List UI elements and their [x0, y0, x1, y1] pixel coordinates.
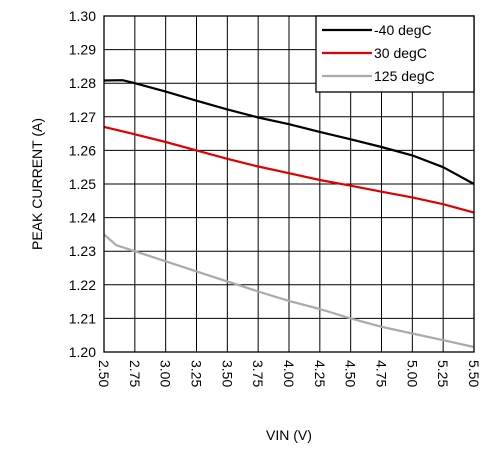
legend-label: -40 degC: [374, 22, 432, 38]
y-tick-label: 1.24: [69, 210, 96, 226]
x-tick-label: 3.50: [219, 360, 235, 387]
x-tick-label: 5.50: [466, 360, 482, 387]
y-tick-label: 1.26: [69, 142, 96, 158]
series-line-3: [103, 233, 475, 349]
y-tick-label: 1.20: [69, 344, 96, 360]
series-line-2: [103, 125, 475, 214]
y-tick-label: 1.30: [69, 8, 96, 24]
x-tick-label: 5.00: [404, 360, 420, 387]
y-axis-label: PEAK CURRENT (A): [29, 118, 45, 250]
legend-label: 30 degC: [374, 45, 427, 61]
legend: -40 degC 30 degC 125 degC: [315, 15, 475, 93]
x-tick-label: 3.00: [158, 360, 174, 387]
legend-label: 125 degC: [374, 68, 435, 84]
x-tick-label: 4.25: [312, 360, 328, 387]
plot-frame: [103, 15, 475, 353]
series-line-1: [103, 79, 475, 185]
x-tick-label: 5.25: [435, 360, 451, 387]
series-lines: [103, 79, 475, 349]
x-tick-label: 2.50: [96, 360, 112, 387]
x-tick-label: 3.75: [250, 360, 266, 387]
y-tick-label: 1.22: [69, 277, 96, 293]
x-tick-label: 4.50: [343, 360, 359, 387]
y-tick-label: 1.21: [69, 310, 96, 326]
y-tick-label: 1.29: [69, 42, 96, 58]
y-tick-label: 1.28: [69, 75, 96, 91]
x-tick-label: 2.75: [127, 360, 143, 387]
x-tick-label: 4.75: [374, 360, 390, 387]
y-tick-labels: 1.20 1.21 1.22 1.23 1.24 1.25 1.26 1.27 1.28 1.29…: [69, 8, 96, 360]
y-tick-label: 1.25: [69, 176, 96, 192]
x-tick-label: 3.25: [189, 360, 205, 387]
x-tick-labels: 2.50 2.75 3.00 3.25 3.50 3.75 4.00 4.25 4.50 4.75…: [96, 360, 482, 387]
y-tick-label: 1.27: [69, 109, 96, 125]
x-axis-label: VIN (V): [266, 427, 312, 443]
y-tick-label: 1.23: [69, 243, 96, 259]
x-tick-label: 4.00: [281, 360, 297, 387]
